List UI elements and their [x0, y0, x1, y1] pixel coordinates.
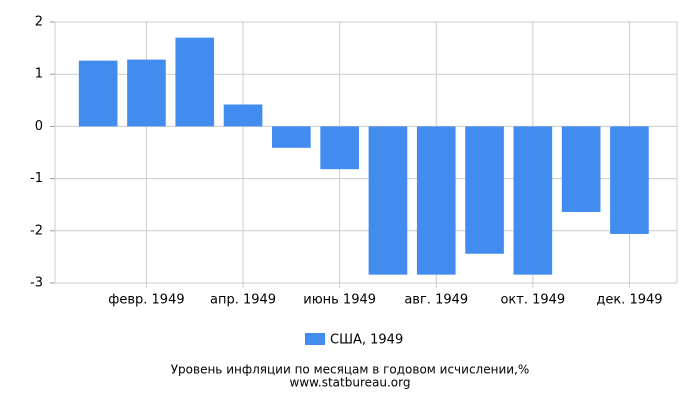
y-tick-label: 1: [35, 67, 43, 82]
x-tick-label: дек. 1949: [596, 293, 662, 308]
source: www.statbureau.org: [290, 376, 411, 390]
x-tick-label: июнь 1949: [303, 293, 376, 308]
x-tick-label: авг. 1949: [404, 293, 468, 308]
bar: [78, 60, 118, 127]
bar: [561, 126, 601, 213]
bar: [272, 126, 311, 148]
bar: [513, 126, 553, 275]
bar: [223, 104, 263, 127]
y-tick-label: -3: [30, 276, 43, 291]
bar: [368, 126, 408, 275]
chart-title: Уровень инфляции по месяцам в годовом ис…: [171, 363, 530, 377]
legend-swatch: [305, 333, 325, 345]
y-tick-label: -1: [30, 171, 43, 186]
bar: [465, 126, 504, 254]
y-tick-label: 2: [35, 15, 43, 30]
x-tick-label: февр. 1949: [108, 293, 184, 308]
legend-label: США, 1949: [330, 333, 403, 348]
bar: [127, 59, 166, 127]
x-tick-label: апр. 1949: [210, 293, 276, 308]
y-tick-label: 0: [35, 119, 43, 134]
bar: [320, 126, 359, 170]
x-tick-label: окт. 1949: [500, 293, 565, 308]
bar: [610, 126, 649, 234]
bar: [175, 37, 215, 127]
bar: [416, 126, 456, 275]
y-tick-label: -2: [30, 223, 43, 238]
